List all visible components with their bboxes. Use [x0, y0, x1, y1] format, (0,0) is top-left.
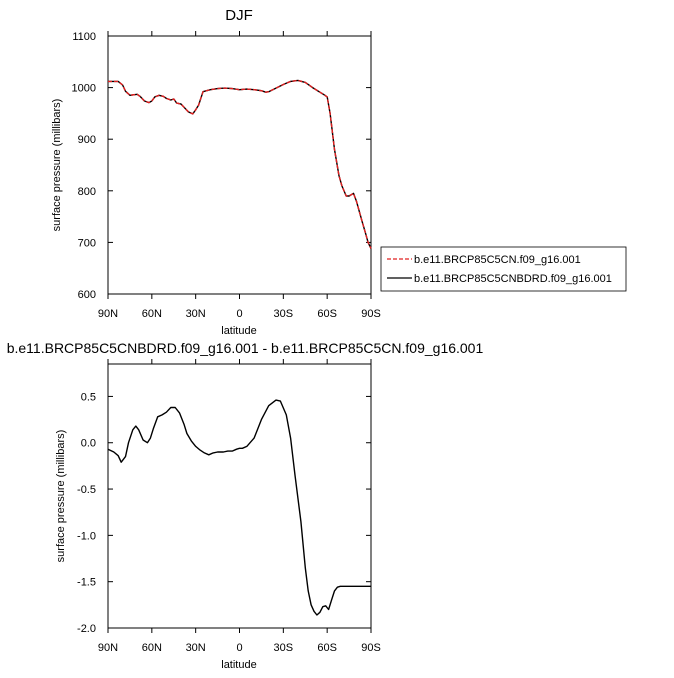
- y-tick-label: 1000: [72, 83, 96, 95]
- legend-box: [380, 246, 627, 292]
- y-tick-label: 0.0: [81, 438, 96, 450]
- y-tick-label: 1100: [72, 31, 96, 43]
- series-line: [108, 79, 372, 249]
- x-tick-label: 30N: [186, 642, 206, 654]
- bottom-y-ticks: 0.5 0.0 -0.5 -1.0 -1.5 -2.0: [77, 391, 371, 635]
- x-tick-label: 90N: [98, 308, 118, 320]
- x-tick-label: 30N: [186, 308, 206, 320]
- y-tick-label: 600: [78, 289, 96, 301]
- y-tick-label: 0.5: [81, 391, 96, 403]
- y-tick-label: 800: [78, 186, 96, 198]
- x-tick-label: 90S: [361, 642, 381, 654]
- y-tick-label: 700: [78, 237, 96, 249]
- legend: b.e11.BRCP85C5CN.f09_g16.001 b.e11.BRCP8…: [380, 246, 627, 292]
- bottom-panel: b.e11.BRCP85C5CNBDRD.f09_g16.001 - b.e11…: [7, 340, 484, 671]
- y-tick-label: -1.5: [77, 577, 96, 589]
- top-x-ticks: 90N 60N 30N 0 30S 60S 90S: [98, 31, 381, 320]
- top-y-axis-label: surface pressure (millibars): [51, 99, 63, 232]
- x-tick-label: 90S: [361, 308, 381, 320]
- top-chart-title: DJF: [225, 7, 253, 24]
- legend-label-cnbdrd: b.e11.BRCP85C5CNBDRD.f09_g16.001: [414, 273, 612, 285]
- bottom-plot-frame: [107, 363, 372, 629]
- bottom-chart-title: b.e11.BRCP85C5CNBDRD.f09_g16.001 - b.e11…: [7, 340, 484, 356]
- y-tick-label: -1.0: [77, 530, 96, 542]
- x-tick-label: 0: [236, 308, 242, 320]
- x-tick-label: 30S: [274, 308, 294, 320]
- x-tick-label: 60N: [142, 308, 162, 320]
- bottom-y-axis-label: surface pressure (millibars): [55, 430, 67, 563]
- y-tick-label: -2.0: [77, 623, 96, 635]
- top-x-axis-label: latitude: [221, 325, 256, 337]
- top-series: [108, 79, 372, 249]
- y-tick-label: 900: [78, 134, 96, 146]
- bottom-series: [107, 399, 371, 616]
- top-panel: DJF 600 700 800 900 1000 1100 90N 60N 30N 0 30S 60…: [51, 7, 627, 337]
- x-tick-label: 0: [236, 642, 242, 654]
- series-line: [108, 79, 372, 249]
- top-plot-frame: [107, 35, 372, 295]
- x-tick-label: 30S: [274, 642, 294, 654]
- top-y-ticks: 600 700 800 900 1000 1100: [72, 31, 371, 301]
- x-tick-label: 60N: [142, 642, 162, 654]
- y-tick-label: -0.5: [77, 484, 96, 496]
- series-line: [107, 399, 371, 616]
- bottom-x-axis-label: latitude: [221, 659, 256, 671]
- x-tick-label: 60S: [317, 308, 337, 320]
- x-tick-label: 60S: [317, 642, 337, 654]
- legend-label-cn: b.e11.BRCP85C5CN.f09_g16.001: [414, 254, 581, 266]
- bottom-x-ticks: 90N 60N 30N 0 30S 60S 90S: [98, 359, 381, 654]
- x-tick-label: 90N: [98, 642, 118, 654]
